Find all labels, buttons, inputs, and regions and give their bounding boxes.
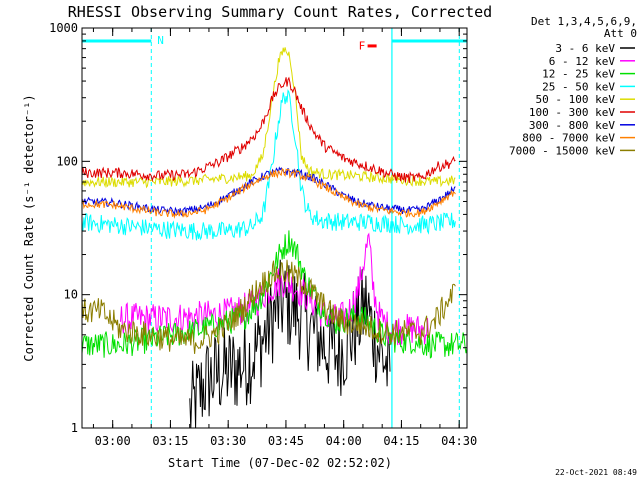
series-line-5	[81, 47, 456, 189]
annotation-f-mark	[367, 44, 377, 48]
series-line-6	[81, 76, 456, 184]
legend-entry-label-2: 6 - 12 keV	[549, 55, 616, 68]
series-line-9	[81, 259, 456, 354]
x-tick-label-5: 04:00	[326, 434, 362, 448]
legend-entry-label-6: 100 - 300 keV	[529, 106, 615, 119]
plot-frame	[81, 27, 468, 429]
x-tick-label-2: 03:15	[152, 434, 188, 448]
legend-header-2: Att 0	[604, 27, 637, 40]
annotation-f-label: F	[359, 39, 366, 52]
series-line-1	[189, 259, 391, 429]
y-tick-label-1: 1	[71, 421, 78, 435]
legend-entry-label-3: 12 - 25 keV	[542, 68, 615, 81]
series-line-4	[81, 89, 456, 241]
series-lines	[81, 47, 468, 429]
series-line-8	[81, 167, 456, 219]
x-tick-label-6: 04:15	[383, 434, 419, 448]
y-tick-label-2: 10	[64, 288, 78, 302]
y-tick-label-4: 1000	[49, 21, 78, 35]
chart-title: RHESSI Observing Summary Count Rates, Co…	[68, 3, 492, 21]
series-line-7	[81, 166, 456, 217]
legend-entry-label-1: 3 - 6 keV	[555, 42, 615, 55]
x-tick-label-7: 04:30	[441, 434, 477, 448]
vertical-markers	[150, 28, 460, 428]
x-tick-label-3: 03:30	[210, 434, 246, 448]
footer-date: 22-Oct-2021 08:49	[555, 468, 637, 477]
legend-entry-label-7: 300 - 800 keV	[529, 119, 615, 132]
x-tick-label-4: 03:45	[268, 434, 304, 448]
legend-header-1: Det 1,3,4,5,6,9,	[531, 15, 637, 28]
x-axis-label: Start Time (07-Dec-02 02:52:02)	[168, 456, 392, 470]
annotation-n-label: N	[157, 34, 164, 47]
x-tick-label-1: 03:00	[95, 434, 131, 448]
y-axis-label: Corrected Count Rate (s⁻¹ detector⁻¹)	[22, 94, 36, 361]
legend-entry-label-4: 25 - 50 keV	[542, 80, 615, 93]
series-line-2	[120, 232, 429, 346]
legend-entry-label-9: 7000 - 15000 keV	[509, 144, 615, 157]
axes: 03:00 03:15 03:30 03:45 04:00 04:15 04:30 1 10 10…	[49, 21, 477, 448]
legend-entry-label-8: 800 - 7000 keV	[522, 132, 615, 145]
y-tick-label-3: 100	[56, 154, 78, 168]
legend-entry-label-5: 50 - 100 keV	[536, 93, 616, 106]
